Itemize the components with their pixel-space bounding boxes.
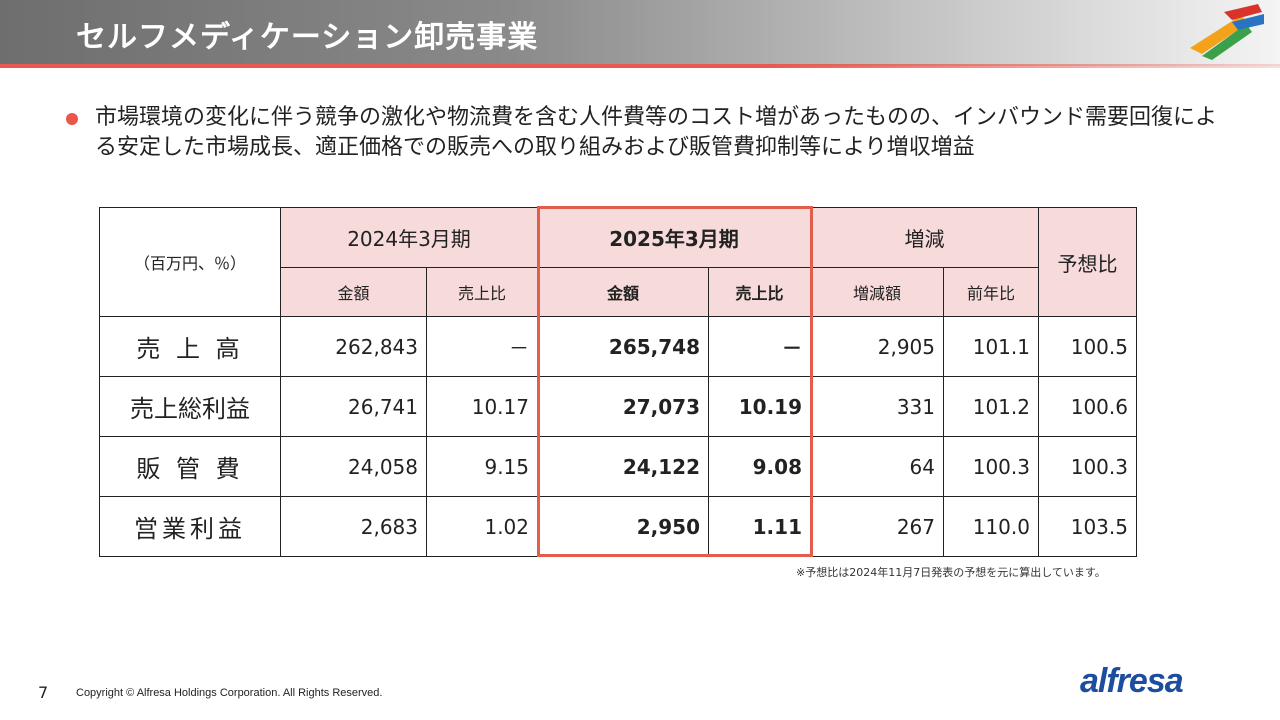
cell: 24,058 — [280, 436, 427, 497]
cell: 10.17 — [426, 376, 538, 437]
cell: 100.3 — [943, 436, 1039, 497]
bullet-icon — [66, 113, 78, 125]
cell: 9.15 — [426, 436, 538, 497]
slide-header: セルフメディケーション卸売事業 — [0, 0, 1280, 66]
financial-table: （百万円、％） 2024年3月期 2025年3月期 増減 予想比 金額 売上比 … — [99, 207, 1137, 557]
unit-label: （百万円、％） — [99, 207, 281, 317]
cell: 101.1 — [943, 316, 1039, 377]
cell: 26,741 — [280, 376, 427, 437]
subheader-ratio-2025: 売上比 — [708, 267, 811, 317]
cell: 2,905 — [810, 316, 944, 377]
subheader-yoy: 前年比 — [943, 267, 1039, 317]
cell: 27,073 — [537, 376, 709, 437]
row-label: 売 上 高 — [99, 316, 281, 377]
header-forecast-ratio: 予想比 — [1038, 207, 1137, 317]
cell: 2,683 — [280, 496, 427, 557]
header-change: 増減 — [810, 207, 1039, 268]
cell: 262,843 — [280, 316, 427, 377]
slide-title: セルフメディケーション卸売事業 — [76, 20, 539, 55]
cell: 100.3 — [1038, 436, 1137, 497]
cell: 331 — [810, 376, 944, 437]
footnote: ※予想比は2024年11月7日発表の予想を元に算出しています。 — [796, 566, 1106, 579]
subheader-amount-2024: 金額 — [280, 267, 427, 317]
cell: 9.08 — [708, 436, 811, 497]
cell: 1.11 — [708, 496, 811, 557]
cell: － — [708, 316, 811, 377]
cell: 103.5 — [1038, 496, 1137, 557]
cell: 10.19 — [708, 376, 811, 437]
cell: 24,122 — [537, 436, 709, 497]
header-fy2024: 2024年3月期 — [280, 207, 538, 268]
header-divider — [0, 64, 1280, 68]
cell: 100.6 — [1038, 376, 1137, 437]
row-label: 売上総利益 — [99, 376, 281, 437]
brand-logo: alfresa — [1080, 662, 1184, 700]
subheader-ratio-2024: 売上比 — [426, 267, 538, 317]
cell: － — [426, 316, 538, 377]
table-row: 販 管 費 24,058 9.15 24,122 9.08 64 100.3 1… — [99, 436, 1137, 497]
row-label: 営業利益 — [99, 496, 281, 557]
cell: 101.2 — [943, 376, 1039, 437]
cell: 64 — [810, 436, 944, 497]
copyright: Copyright © Alfresa Holdings Corporation… — [76, 687, 383, 699]
header-fy2025: 2025年3月期 — [537, 207, 811, 268]
page-number: 7 — [38, 683, 49, 702]
subheader-change-amount: 増減額 — [810, 267, 944, 317]
cell: 100.5 — [1038, 316, 1137, 377]
subheader-amount-2025: 金額 — [537, 267, 709, 317]
summary-text: 市場環境の変化に伴う競争の激化や物流費を含む人件費等のコスト増があったものの、イ… — [95, 105, 1218, 160]
table-row: 営業利益 2,683 1.02 2,950 1.11 267 110.0 103… — [99, 496, 1137, 557]
table-row: 売上総利益 26,741 10.17 27,073 10.19 331 101.… — [99, 376, 1137, 437]
cell: 1.02 — [426, 496, 538, 557]
cell: 110.0 — [943, 496, 1039, 557]
cell: 267 — [810, 496, 944, 557]
cell: 265,748 — [537, 316, 709, 377]
corporate-mark-icon — [1190, 4, 1264, 60]
row-label: 販 管 費 — [99, 436, 281, 497]
cell: 2,950 — [537, 496, 709, 557]
table-row: 売 上 高 262,843 － 265,748 － 2,905 101.1 10… — [99, 316, 1137, 377]
